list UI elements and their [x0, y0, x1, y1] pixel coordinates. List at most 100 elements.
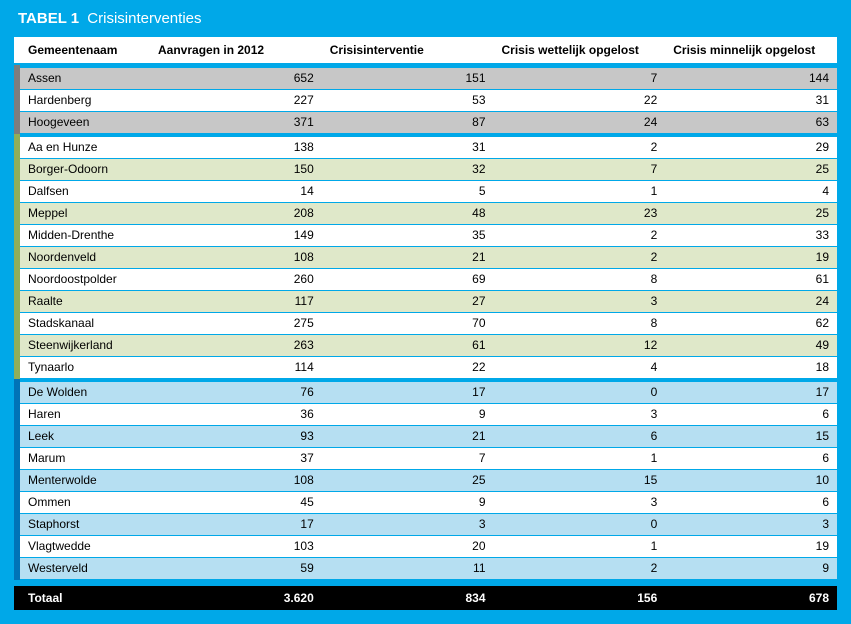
- cell-value: 62: [665, 313, 837, 335]
- cell-value: 9: [665, 558, 837, 580]
- table-row: Haren36936: [14, 404, 837, 426]
- cell-value: 150: [150, 159, 322, 181]
- cell-value: 76: [150, 379, 322, 404]
- table-footer: Totaal 3.620 834 156 678: [14, 580, 837, 610]
- cell-value: 4: [494, 357, 666, 379]
- table-row: Noordoostpolder26069861: [14, 269, 837, 291]
- cell-value: 6: [494, 426, 666, 448]
- table-row: Meppel208482325: [14, 203, 837, 225]
- cell-value: 17: [665, 379, 837, 404]
- table-row: Aa en Hunze13831229: [14, 134, 837, 159]
- cell-value: 61: [665, 269, 837, 291]
- cell-name: Dalfsen: [20, 181, 150, 203]
- cell-name: Hoogeveen: [20, 112, 150, 134]
- total-cell: 834: [322, 586, 494, 610]
- cell-name: Vlagtwedde: [20, 536, 150, 558]
- cell-value: 149: [150, 225, 322, 247]
- cell-value: 263: [150, 335, 322, 357]
- table-row: Hoogeveen371872463: [14, 112, 837, 134]
- cell-value: 19: [665, 247, 837, 269]
- cell-value: 4: [665, 181, 837, 203]
- table-header: Gemeentenaam Aanvragen in 2012 Crisisint…: [14, 37, 837, 65]
- cell-value: 23: [494, 203, 666, 225]
- cell-value: 32: [322, 159, 494, 181]
- cell-value: 3: [494, 492, 666, 514]
- cell-value: 0: [494, 514, 666, 536]
- cell-value: 15: [494, 470, 666, 492]
- cell-value: 22: [322, 357, 494, 379]
- cell-value: 24: [494, 112, 666, 134]
- cell-value: 6: [665, 448, 837, 470]
- cell-value: 45: [150, 492, 322, 514]
- cell-value: 7: [322, 448, 494, 470]
- table-row: De Wolden7617017: [14, 379, 837, 404]
- cell-name: Noordenveld: [20, 247, 150, 269]
- cell-value: 103: [150, 536, 322, 558]
- cell-value: 36: [150, 404, 322, 426]
- cell-value: 20: [322, 536, 494, 558]
- table-row: Borger-Odoorn15032725: [14, 159, 837, 181]
- cell-value: 371: [150, 112, 322, 134]
- cell-value: 25: [665, 203, 837, 225]
- cell-name: Noordoostpolder: [20, 269, 150, 291]
- cell-value: 12: [494, 335, 666, 357]
- cell-value: 652: [150, 65, 322, 90]
- cell-value: 2: [494, 134, 666, 159]
- cell-name: Stadskanaal: [20, 313, 150, 335]
- crisis-table: Gemeentenaam Aanvragen in 2012 Crisisint…: [14, 37, 837, 610]
- cell-value: 31: [665, 90, 837, 112]
- table-row: Stadskanaal27570862: [14, 313, 837, 335]
- cell-value: 27: [322, 291, 494, 313]
- cell-value: 144: [665, 65, 837, 90]
- cell-value: 108: [150, 470, 322, 492]
- table-row: Menterwolde108251510: [14, 470, 837, 492]
- table-row: Vlagtwedde10320119: [14, 536, 837, 558]
- title-caption: Crisisinterventies: [87, 10, 201, 27]
- cell-value: 93: [150, 426, 322, 448]
- cell-value: 2: [494, 225, 666, 247]
- cell-name: Staphorst: [20, 514, 150, 536]
- cell-name: Steenwijkerland: [20, 335, 150, 357]
- cell-value: 33: [665, 225, 837, 247]
- cell-value: 21: [322, 426, 494, 448]
- cell-name: Borger-Odoorn: [20, 159, 150, 181]
- cell-value: 7: [494, 159, 666, 181]
- cell-value: 6: [665, 404, 837, 426]
- cell-value: 17: [150, 514, 322, 536]
- cell-value: 1: [494, 448, 666, 470]
- cell-value: 61: [322, 335, 494, 357]
- cell-value: 3: [665, 514, 837, 536]
- cell-name: Assen: [20, 65, 150, 90]
- cell-value: 151: [322, 65, 494, 90]
- cell-value: 22: [494, 90, 666, 112]
- cell-value: 10: [665, 470, 837, 492]
- total-label: Totaal: [20, 586, 150, 610]
- table-row: Steenwijkerland263611249: [14, 335, 837, 357]
- cell-value: 25: [665, 159, 837, 181]
- cell-name: Leek: [20, 426, 150, 448]
- total-cell: 3.620: [150, 586, 322, 610]
- cell-value: 63: [665, 112, 837, 134]
- cell-value: 6: [665, 492, 837, 514]
- cell-name: De Wolden: [20, 379, 150, 404]
- cell-value: 227: [150, 90, 322, 112]
- cell-value: 108: [150, 247, 322, 269]
- cell-value: 9: [322, 492, 494, 514]
- col-header: Gemeentenaam: [20, 37, 150, 65]
- cell-name: Raalte: [20, 291, 150, 313]
- cell-value: 1: [494, 181, 666, 203]
- cell-value: 114: [150, 357, 322, 379]
- cell-value: 138: [150, 134, 322, 159]
- cell-value: 9: [322, 404, 494, 426]
- cell-value: 29: [665, 134, 837, 159]
- table-row: Leek9321615: [14, 426, 837, 448]
- table-row: Marum37716: [14, 448, 837, 470]
- cell-value: 35: [322, 225, 494, 247]
- cell-name: Haren: [20, 404, 150, 426]
- cell-value: 14: [150, 181, 322, 203]
- cell-value: 53: [322, 90, 494, 112]
- cell-value: 8: [494, 269, 666, 291]
- total-cell: 678: [665, 586, 837, 610]
- cell-value: 25: [322, 470, 494, 492]
- cell-value: 2: [494, 247, 666, 269]
